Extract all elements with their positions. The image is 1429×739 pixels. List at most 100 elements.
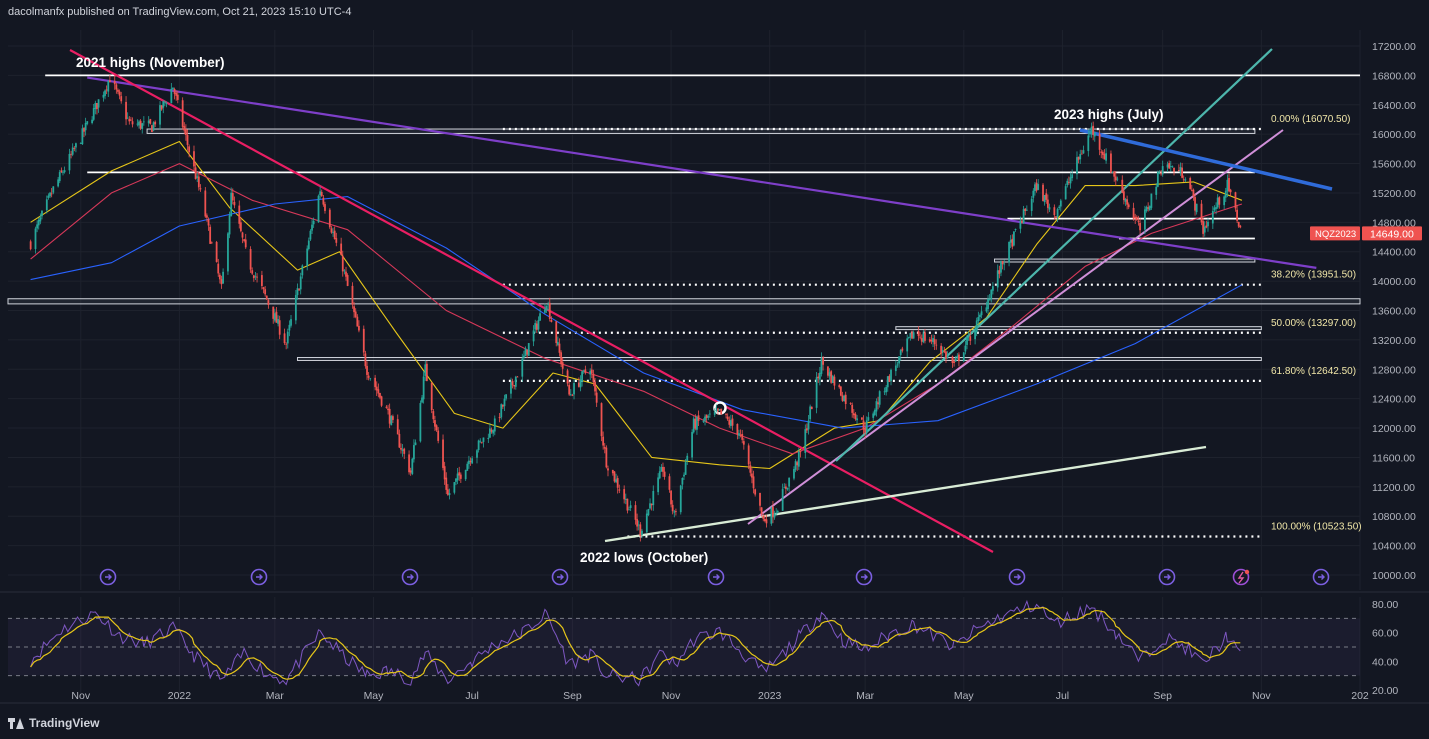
candle-body	[786, 487, 789, 490]
candle-body	[862, 420, 865, 430]
candle-body	[1032, 190, 1035, 198]
candle-body	[128, 119, 131, 122]
candle-body	[1046, 199, 1049, 208]
candle-body	[199, 188, 202, 190]
candle-body	[736, 423, 739, 435]
candle-body	[943, 350, 946, 353]
fibonacci-label: 0.00% (16070.50)	[1271, 114, 1351, 125]
candle-body	[728, 419, 731, 425]
candle-body	[718, 409, 721, 411]
candle-body	[244, 239, 247, 248]
candle-body	[322, 197, 325, 205]
candle-body	[679, 485, 682, 513]
candle-body	[445, 477, 448, 490]
candle-body	[147, 120, 150, 124]
candle-body	[1169, 166, 1172, 167]
candle-body	[63, 170, 66, 173]
candle-body	[1066, 180, 1069, 186]
candle-body	[697, 415, 700, 421]
candle-body	[104, 90, 106, 96]
candle-body	[788, 477, 791, 487]
candle-body	[369, 378, 372, 380]
candle-body	[671, 504, 674, 512]
candle-body	[628, 509, 630, 511]
candle-body	[170, 88, 173, 104]
candle-body	[629, 505, 632, 509]
candle-body	[954, 358, 957, 362]
candle-body	[592, 373, 595, 382]
candle-body	[991, 286, 994, 291]
candle-body	[731, 418, 734, 426]
candle-body	[1137, 221, 1140, 222]
candle-body	[1144, 209, 1146, 230]
rsi-tick-label: 80.00	[1372, 599, 1398, 611]
candle-body	[729, 420, 732, 426]
candle-body	[432, 411, 435, 420]
candle-body	[227, 233, 229, 272]
candle-body	[424, 364, 427, 376]
candle-body	[468, 460, 470, 465]
candle-body	[962, 352, 965, 361]
candle-body	[1148, 206, 1151, 211]
moving-average-line	[30, 196, 1243, 429]
candle-body	[503, 398, 506, 407]
candle-body	[1166, 164, 1169, 168]
candle-body	[312, 220, 315, 225]
candle-body	[277, 319, 279, 324]
rsi-moving-average-line	[30, 606, 1241, 681]
fibonacci-label: 61.80% (12642.50)	[1271, 366, 1356, 377]
candle-body	[809, 406, 812, 420]
candle-body	[752, 476, 755, 489]
candle-body	[307, 240, 310, 249]
candle-body	[1181, 167, 1184, 178]
candle-body	[641, 530, 643, 536]
candle-body	[822, 357, 824, 365]
candle-body	[865, 420, 868, 432]
candle-body	[341, 255, 344, 272]
candle-body	[917, 331, 920, 337]
candle-body	[581, 371, 584, 382]
candle-body	[1077, 156, 1080, 160]
candle-body	[806, 428, 808, 431]
candle-body	[928, 339, 931, 342]
candle-body	[974, 330, 977, 340]
candle-body	[294, 294, 297, 321]
time-tick-label: 202	[1351, 690, 1369, 702]
candle-body	[86, 121, 89, 124]
candle-body	[594, 381, 596, 392]
candle-body	[57, 179, 60, 187]
candle-body	[856, 418, 858, 421]
candle-body	[1080, 153, 1083, 155]
candle-body	[589, 370, 592, 375]
candle-body	[1158, 173, 1161, 174]
candle-body	[183, 126, 186, 131]
candle-body	[692, 418, 695, 433]
candle-body	[58, 172, 61, 182]
earnings-event-arrow	[861, 574, 868, 580]
candle-body	[210, 242, 213, 244]
candle-body	[532, 330, 535, 342]
candle-body	[34, 228, 37, 250]
candle-body	[79, 143, 82, 144]
earnings-event-arrow	[557, 574, 564, 580]
candle-body	[261, 275, 263, 286]
candle-body	[1076, 157, 1078, 175]
candle-body	[1093, 132, 1096, 137]
candle-body	[888, 375, 891, 382]
candle-body	[909, 332, 912, 338]
candle-body	[366, 365, 368, 375]
candle-body	[498, 416, 501, 419]
candle-body	[650, 503, 653, 506]
candle-body	[1224, 190, 1227, 198]
tradingview-logo[interactable]: TradingView	[8, 716, 99, 730]
annotation-2022-lows: 2022 lows (October)	[580, 550, 708, 565]
candle-body	[1013, 231, 1015, 246]
candle-body	[996, 270, 999, 288]
candle-body	[442, 439, 444, 468]
candle-body	[691, 432, 693, 458]
candle-body	[1105, 153, 1107, 161]
price-tick-label: 10800.00	[1372, 511, 1416, 523]
candle-body	[907, 337, 910, 339]
candle-body	[435, 425, 438, 431]
